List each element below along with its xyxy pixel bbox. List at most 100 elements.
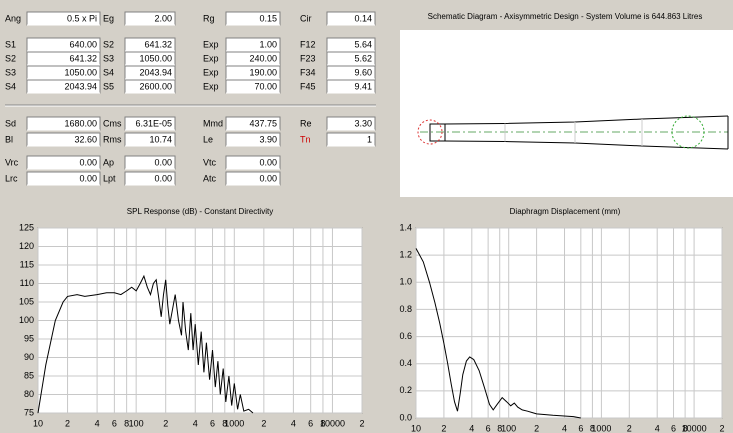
param-label: Exp: [203, 67, 219, 77]
param-value: 2600.00: [139, 81, 172, 91]
param-label: S2: [103, 39, 114, 49]
param-value: 0.00: [259, 173, 277, 183]
chart-title: SPL Response (dB) - Constant Directivity: [127, 207, 273, 216]
param-label: S3: [5, 67, 16, 77]
x-tick-label: 6: [486, 423, 491, 433]
driver-circle: [417, 119, 443, 145]
y-tick-label: 115: [20, 259, 34, 269]
param-value: 1: [367, 134, 372, 144]
x-tick-label: 4: [655, 423, 660, 433]
param-value: 3.30: [354, 118, 372, 128]
param-value: 2043.94: [139, 67, 172, 77]
param-value: 2043.94: [64, 81, 97, 91]
y-tick-label: 90: [24, 352, 34, 362]
param-value: 32.60: [74, 134, 97, 144]
param-value: 1050.00: [139, 53, 172, 63]
param-value: 3.90: [259, 134, 277, 144]
chart-title: Diaphragm Displacement (mm): [510, 207, 621, 216]
param-label: Lpt: [103, 173, 116, 183]
x-tick-label: 8: [222, 418, 227, 428]
param-value: 9.60: [354, 67, 372, 77]
x-tick-label: 4: [562, 423, 567, 433]
x-tick-label: 2: [534, 423, 539, 433]
schematic: [400, 30, 733, 197]
response-curve: [37, 274, 254, 414]
param-label: Le: [203, 134, 213, 144]
x-tick-label: 2: [627, 423, 632, 433]
param-label: S3: [103, 53, 114, 63]
y-tick-label: 0.8: [399, 304, 412, 314]
param-value: 0.00: [259, 157, 277, 167]
x-tick-label: 8: [320, 418, 325, 428]
y-tick-label: 1.2: [399, 250, 412, 260]
x-tick-label: 10: [33, 418, 43, 428]
x-tick-label: 100: [501, 423, 516, 433]
param-value: 1050.00: [64, 67, 97, 77]
param-value: 0.00: [79, 173, 97, 183]
param-label: Bl: [5, 134, 13, 144]
x-tick-label: 8: [683, 423, 688, 433]
y-tick-label: 0.4: [399, 358, 412, 368]
param-value: 0.5 x Pi: [67, 13, 97, 23]
param-label: Exp: [203, 53, 219, 63]
param-label: Ang: [5, 13, 21, 23]
x-tick-label: 6: [210, 418, 215, 428]
param-value: 240.00: [249, 53, 277, 63]
x-tick-label: 100: [129, 418, 144, 428]
y-tick-label: 0.2: [399, 385, 412, 395]
x-tick-label: 2: [719, 423, 724, 433]
param-value: 641.32: [144, 39, 172, 49]
param-value: 0.00: [154, 157, 172, 167]
x-tick-label: 6: [671, 423, 676, 433]
x-tick-label: 4: [291, 418, 296, 428]
x-tick-label: 1000: [224, 418, 244, 428]
param-label: S1: [5, 39, 16, 49]
param-value: 5.62: [354, 53, 372, 63]
x-tick-label: 2: [441, 423, 446, 433]
x-tick-label: 4: [469, 423, 474, 433]
param-value: 10.74: [149, 134, 172, 144]
param-label: S5: [103, 81, 114, 91]
param-label: Tn: [300, 134, 311, 144]
param-label: Mmd: [203, 118, 223, 128]
param-label: S4: [5, 81, 16, 91]
param-value: 0.00: [79, 157, 97, 167]
schematic-panel: [400, 30, 733, 197]
param-value: 2.00: [154, 13, 172, 23]
y-tick-label: 1.0: [399, 277, 412, 287]
param-label: Vtc: [203, 157, 217, 167]
x-tick-label: 6: [112, 418, 117, 428]
plot-area: [415, 227, 723, 419]
param-label: Rms: [103, 134, 122, 144]
param-label: Exp: [203, 39, 219, 49]
param-value: 640.00: [69, 39, 97, 49]
y-tick-label: 95: [24, 333, 34, 343]
x-tick-label: 6: [308, 418, 313, 428]
param-label: Cir: [300, 13, 312, 23]
param-value: 641.32: [69, 53, 97, 63]
x-tick-label: 10: [411, 423, 421, 433]
x-tick-label: 2: [359, 418, 364, 428]
param-label: Eg: [103, 13, 114, 23]
y-tick-label: 0.6: [399, 331, 412, 341]
x-tick-label: 10000: [320, 418, 345, 428]
x-tick-label: 8: [124, 418, 129, 428]
x-tick-label: 10000: [682, 423, 707, 433]
param-value: 9.41: [354, 81, 372, 91]
y-tick-label: 80: [24, 389, 34, 399]
param-value: 0.00: [154, 173, 172, 183]
y-tick-label: 100: [19, 315, 34, 325]
x-tick-label: 8: [497, 423, 502, 433]
x-tick-label: 4: [95, 418, 100, 428]
param-label: F12: [300, 39, 316, 49]
x-tick-label: 8: [590, 423, 595, 433]
y-tick-label: 120: [19, 241, 34, 251]
y-tick-label: 110: [20, 278, 34, 288]
param-label: Re: [300, 118, 312, 128]
y-tick-label: 85: [24, 370, 34, 380]
x-tick-label: 1000: [591, 423, 611, 433]
driver-chamber: [429, 123, 446, 142]
param-label: Exp: [203, 81, 219, 91]
schematic-title: Schematic Diagram - Axisymmetric Design …: [428, 12, 703, 21]
